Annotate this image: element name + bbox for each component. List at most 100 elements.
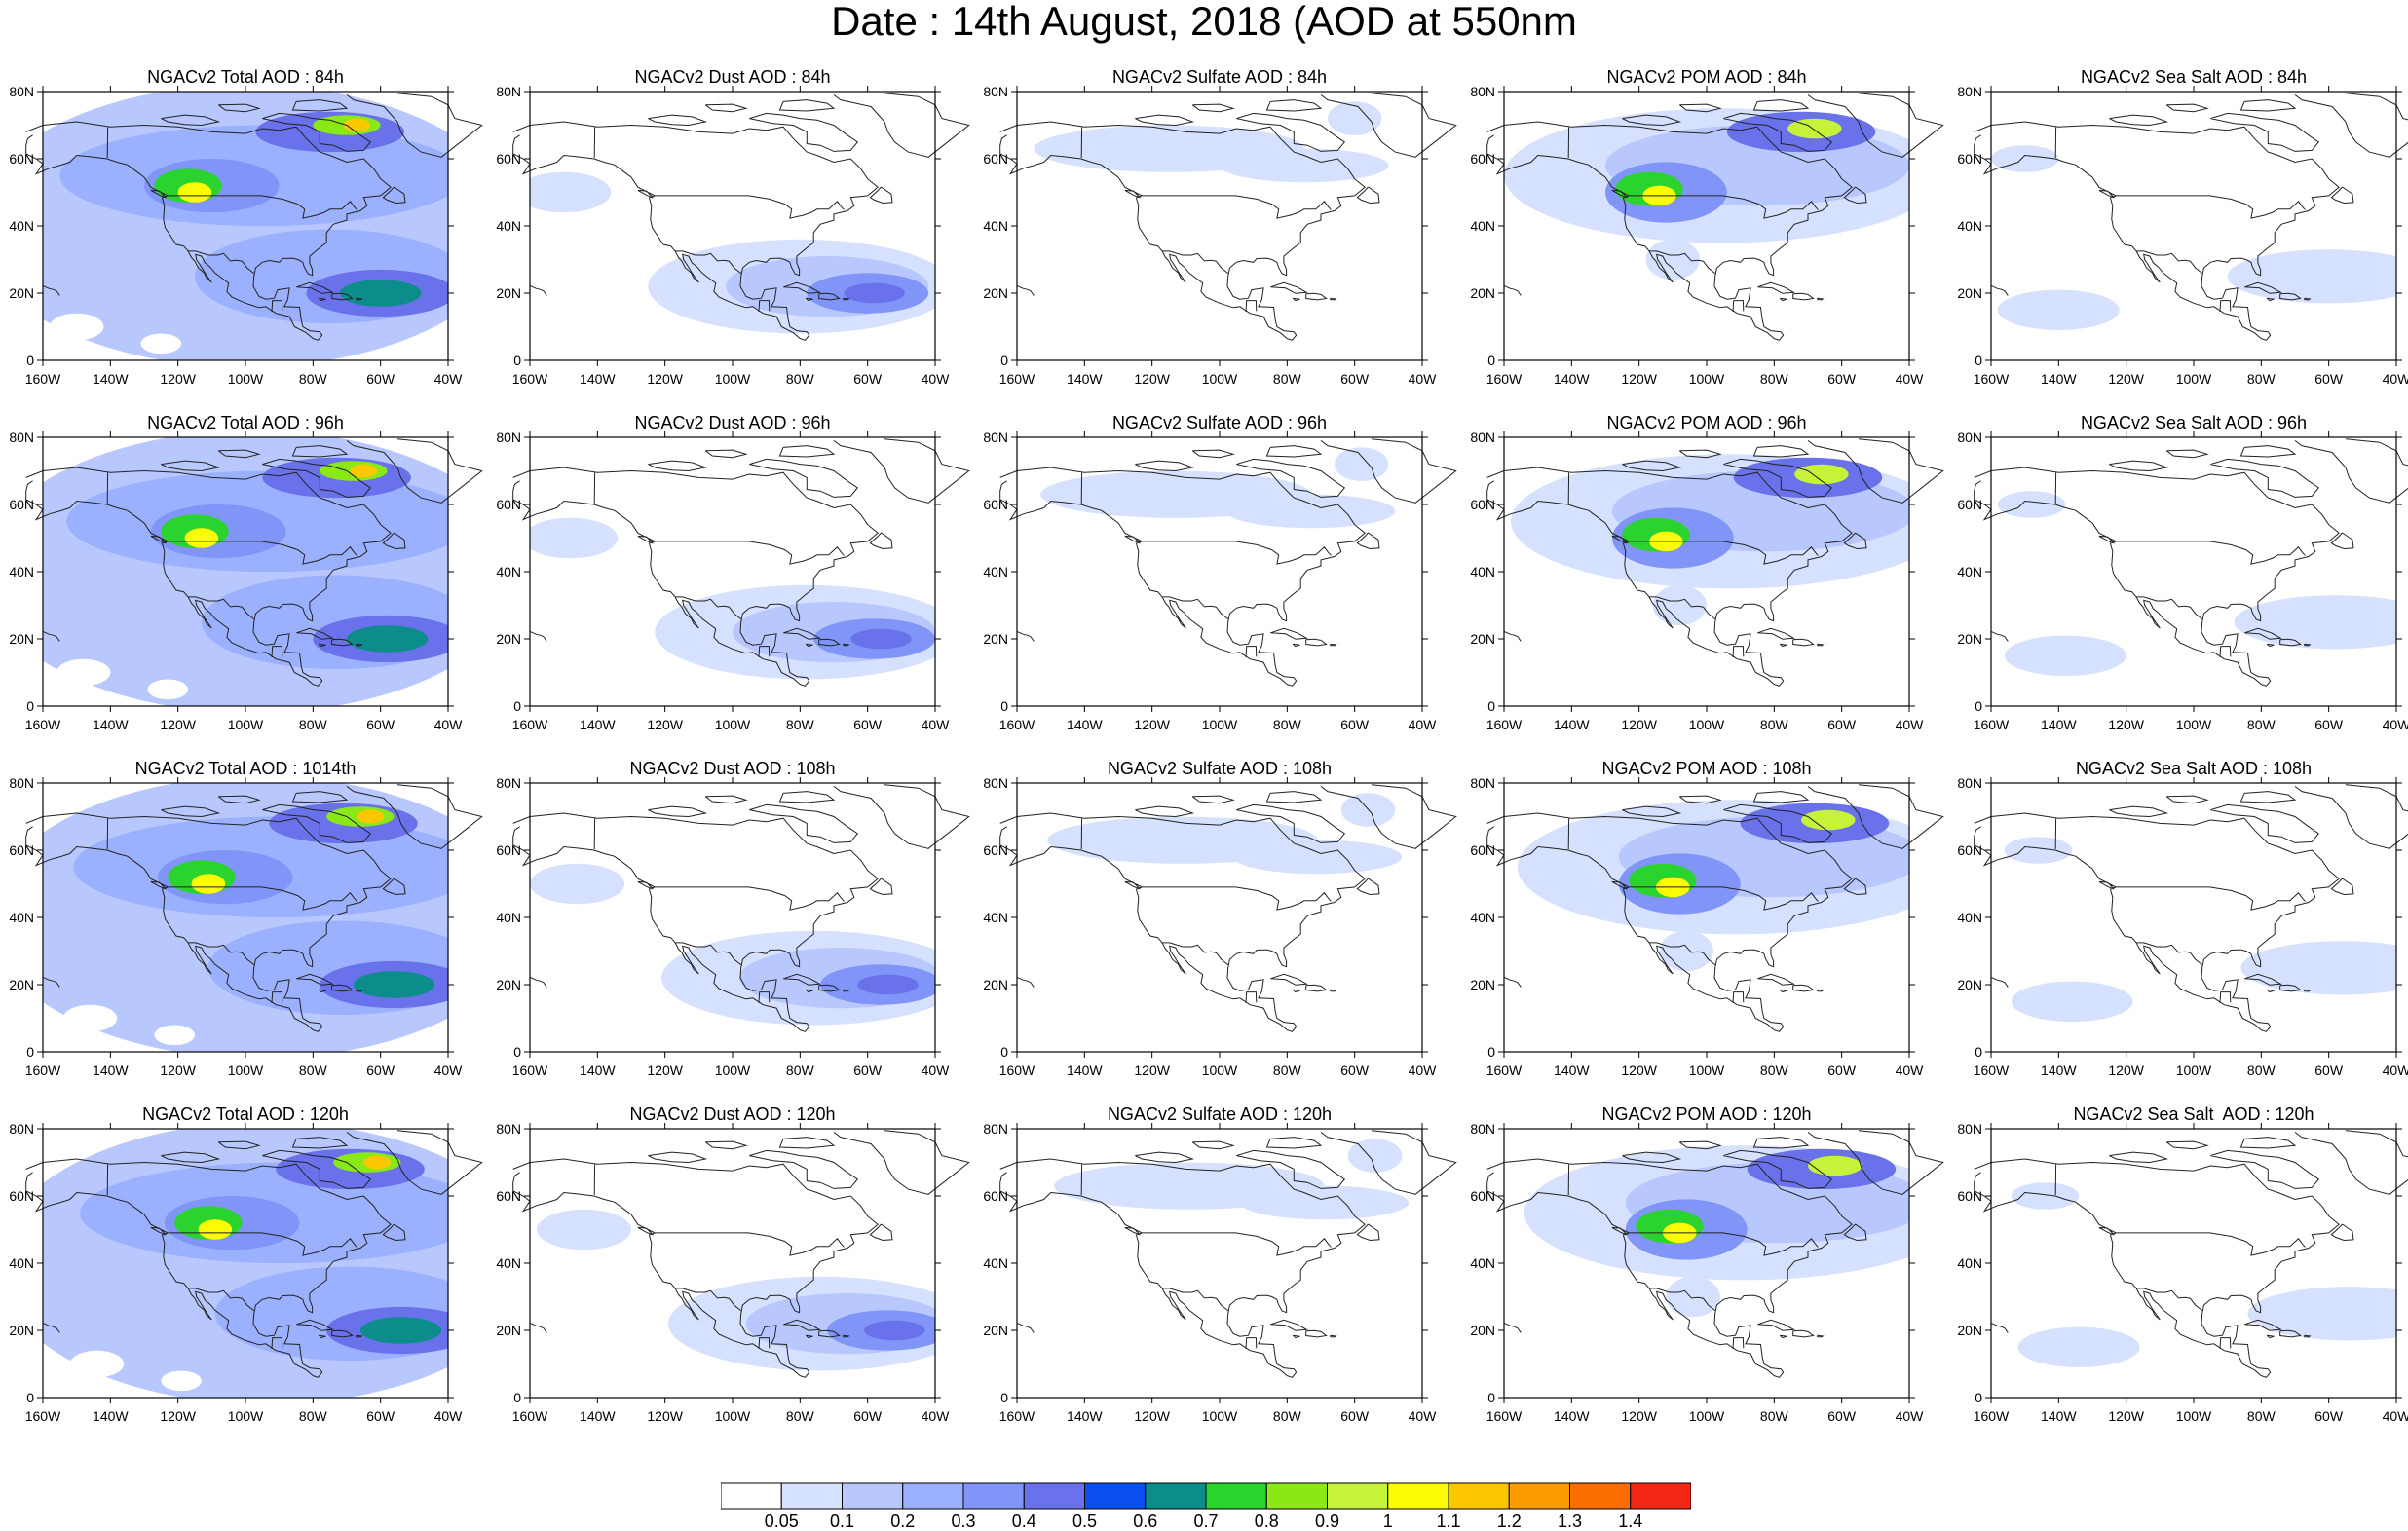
lon-label: 160W <box>999 371 1035 387</box>
colorbar-swatch <box>1265 1482 1328 1510</box>
aod-contour <box>184 528 219 548</box>
panel-title: NGACv2 POM AOD : 84h <box>1606 67 1807 87</box>
lon-label: 100W <box>2176 371 2212 387</box>
panel-title: NGACv2 Dust AOD : 108h <box>629 759 836 778</box>
map-panel-seasalt-120h: NGACv2 Sea Salt AOD : 120h 80N 60N 40N 20N 0 1… <box>1948 1103 2408 1424</box>
lat-label: 20N <box>983 1323 1008 1338</box>
lon-label: 120W <box>647 1063 683 1078</box>
lat-label: 20N <box>983 285 1008 301</box>
map-panel-pom-96h: NGACv2 POM AOD : 96h 80N 60N 40N 20N 0 160W 140… <box>1461 412 1944 732</box>
lat-label: 60N <box>983 497 1008 512</box>
lon-label: 40W <box>2383 1408 2408 1424</box>
aod-contour <box>1991 145 2059 172</box>
panel-title: NGACv2 Total AOD : 1014th <box>134 759 357 778</box>
lon-label: 40W <box>922 717 951 732</box>
lat-label: 60N <box>1470 151 1495 167</box>
colorbar-swatch <box>1448 1482 1510 1510</box>
lat-label: 20N <box>496 977 521 992</box>
lon-label: 80W <box>1273 1063 1302 1078</box>
lat-label: 40N <box>983 910 1008 925</box>
lat-label: 20N <box>1470 631 1495 647</box>
aod-contour <box>191 874 226 894</box>
lon-label: 100W <box>1689 1063 1725 1078</box>
lon-label: 40W <box>1896 1063 1925 1078</box>
lon-label: 140W <box>1554 717 1590 732</box>
lon-label: 100W <box>715 717 751 732</box>
coastline <box>1974 93 2408 341</box>
lat-label: 0 <box>1487 353 1495 368</box>
lat-label: 80N <box>1470 1121 1495 1137</box>
lon-label: 40W <box>922 1408 951 1424</box>
colorbar-svg: 0.05 0.1 0.2 0.3 0.4 0.5 0.6 0.7 0.8 0.9 1 1.1 1.2 1.… <box>721 1482 1691 1531</box>
lon-label: 140W <box>93 371 129 387</box>
aod-contour <box>140 333 182 355</box>
colorbar-label: 0.5 <box>1072 1512 1097 1531</box>
lat-label: 40N <box>496 1255 521 1271</box>
map-svg: 80N 60N 40N 20N 0 160W 140W 120W 100W 80W 60W 40W <box>496 429 970 732</box>
map-panel-pom-108h: NGACv2 POM AOD : 108h 80N 60N 40N 20N 0 160W 14… <box>1461 758 1944 1078</box>
panel-title: NGACv2 Sea Salt AOD : 96h <box>2080 413 2308 432</box>
lon-label: 80W <box>299 717 328 732</box>
lon-label: 140W <box>2041 1408 2077 1424</box>
aod-contour <box>56 658 111 687</box>
lon-label: 80W <box>1273 1408 1302 1424</box>
map-svg: 80N 60N 40N 20N 0 160W 140W 120W 100W 80W 60W 40W <box>1957 429 2408 732</box>
map-panel-sulfate-120h: NGACv2 Sulfate AOD : 120h 80N 60N 40N 20N 0 16… <box>974 1103 1457 1424</box>
panel-title: NGACv2 Sea Salt AOD : 108h <box>2075 759 2313 778</box>
lon-label: 100W <box>228 1408 264 1424</box>
lat-label: 0 <box>26 698 34 714</box>
lat-label: 20N <box>9 285 34 301</box>
aod-contour <box>359 1317 442 1344</box>
aod-contour <box>2227 249 2396 304</box>
lat-label: 20N <box>1957 631 1982 647</box>
lat-label: 60N <box>1470 497 1495 512</box>
lon-label: 140W <box>1554 1408 1590 1424</box>
aod-contour <box>1220 148 1389 183</box>
lat-label: 40N <box>1470 218 1495 234</box>
lat-label: 20N <box>496 1323 521 1338</box>
lat-label: 40N <box>983 564 1008 579</box>
lon-label: 140W <box>580 371 616 387</box>
lon-label: 100W <box>715 1408 751 1424</box>
lon-label: 40W <box>434 371 464 387</box>
lon-label: 120W <box>1134 1408 1170 1424</box>
lat-label: 80N <box>1957 429 1982 445</box>
map-svg: 80N 60N 40N 20N 0 160W 140W 120W 100W 80W 60W 40W <box>1470 775 1944 1078</box>
lat-label: 60N <box>983 151 1008 167</box>
lat-label: 80N <box>1470 775 1495 791</box>
lon-label: 160W <box>25 717 61 732</box>
lat-label: 0 <box>513 353 521 368</box>
lat-label: 20N <box>496 631 521 647</box>
lat-label: 20N <box>9 977 34 992</box>
lon-label: 80W <box>1760 1408 1789 1424</box>
aod-contour <box>347 625 429 653</box>
aod-contour <box>2004 837 2073 864</box>
coastline <box>25 438 483 687</box>
aod-contour <box>857 974 919 995</box>
lon-label: 120W <box>2108 717 2144 732</box>
lon-label: 140W <box>1067 717 1103 732</box>
aod-contour <box>530 171 612 213</box>
lat-label: 60N <box>9 497 34 512</box>
lat-label: 0 <box>1000 1044 1008 1060</box>
aod-field <box>1517 800 1909 972</box>
lat-label: 60N <box>496 1188 521 1204</box>
lon-label: 60W <box>1827 371 1857 387</box>
lon-label: 40W <box>1409 1063 1438 1078</box>
coastline <box>999 1130 1457 1378</box>
colorbar-label: 1.2 <box>1497 1512 1522 1531</box>
lon-label: 120W <box>2108 371 2144 387</box>
lat-label: 40N <box>1957 218 1982 234</box>
aod-contour <box>343 118 371 132</box>
lat-label: 80N <box>983 775 1008 791</box>
lat-label: 40N <box>1470 1255 1495 1271</box>
lon-label: 120W <box>2108 1408 2144 1424</box>
lon-label: 160W <box>1486 717 1523 732</box>
panel-title: NGACv2 Dust AOD : 96h <box>634 413 831 432</box>
lat-label: 0 <box>1975 1044 1982 1060</box>
colorbar-swatch <box>1205 1482 1267 1510</box>
aod-contour <box>357 809 385 824</box>
aod-contour <box>1232 840 1403 875</box>
lat-label: 80N <box>983 429 1008 445</box>
lat-label: 20N <box>983 631 1008 647</box>
